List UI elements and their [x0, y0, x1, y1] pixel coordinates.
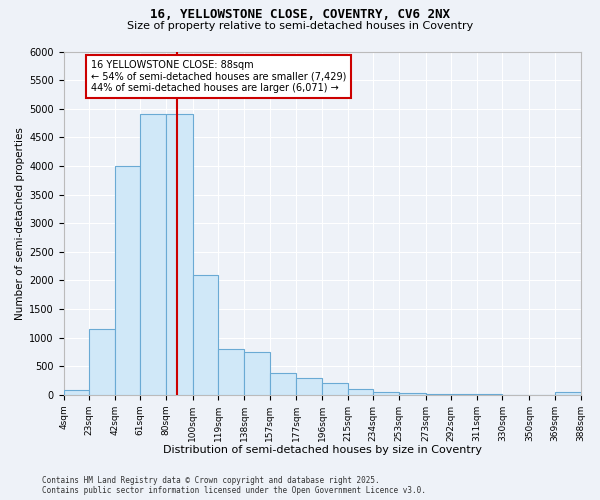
Bar	[347, 389, 373, 394]
Bar	[322, 384, 347, 394]
Bar	[555, 392, 581, 394]
Text: 16, YELLOWSTONE CLOSE, COVENTRY, CV6 2NX: 16, YELLOWSTONE CLOSE, COVENTRY, CV6 2NX	[150, 8, 450, 20]
Bar	[89, 329, 115, 394]
Text: 16 YELLOWSTONE CLOSE: 88sqm
← 54% of semi-detached houses are smaller (7,429)
44: 16 YELLOWSTONE CLOSE: 88sqm ← 54% of sem…	[91, 60, 346, 94]
Bar	[140, 114, 166, 394]
Y-axis label: Number of semi-detached properties: Number of semi-detached properties	[15, 126, 25, 320]
Bar	[218, 349, 244, 395]
Bar	[115, 166, 140, 394]
X-axis label: Distribution of semi-detached houses by size in Coventry: Distribution of semi-detached houses by …	[163, 445, 482, 455]
Bar	[193, 274, 218, 394]
Bar	[373, 392, 399, 394]
Text: Contains HM Land Registry data © Crown copyright and database right 2025.
Contai: Contains HM Land Registry data © Crown c…	[42, 476, 426, 495]
Bar	[269, 373, 296, 394]
Bar	[166, 114, 193, 394]
Bar	[64, 390, 89, 394]
Bar	[296, 378, 322, 394]
Text: Size of property relative to semi-detached houses in Coventry: Size of property relative to semi-detach…	[127, 21, 473, 31]
Bar	[244, 352, 269, 395]
Bar	[399, 393, 426, 394]
